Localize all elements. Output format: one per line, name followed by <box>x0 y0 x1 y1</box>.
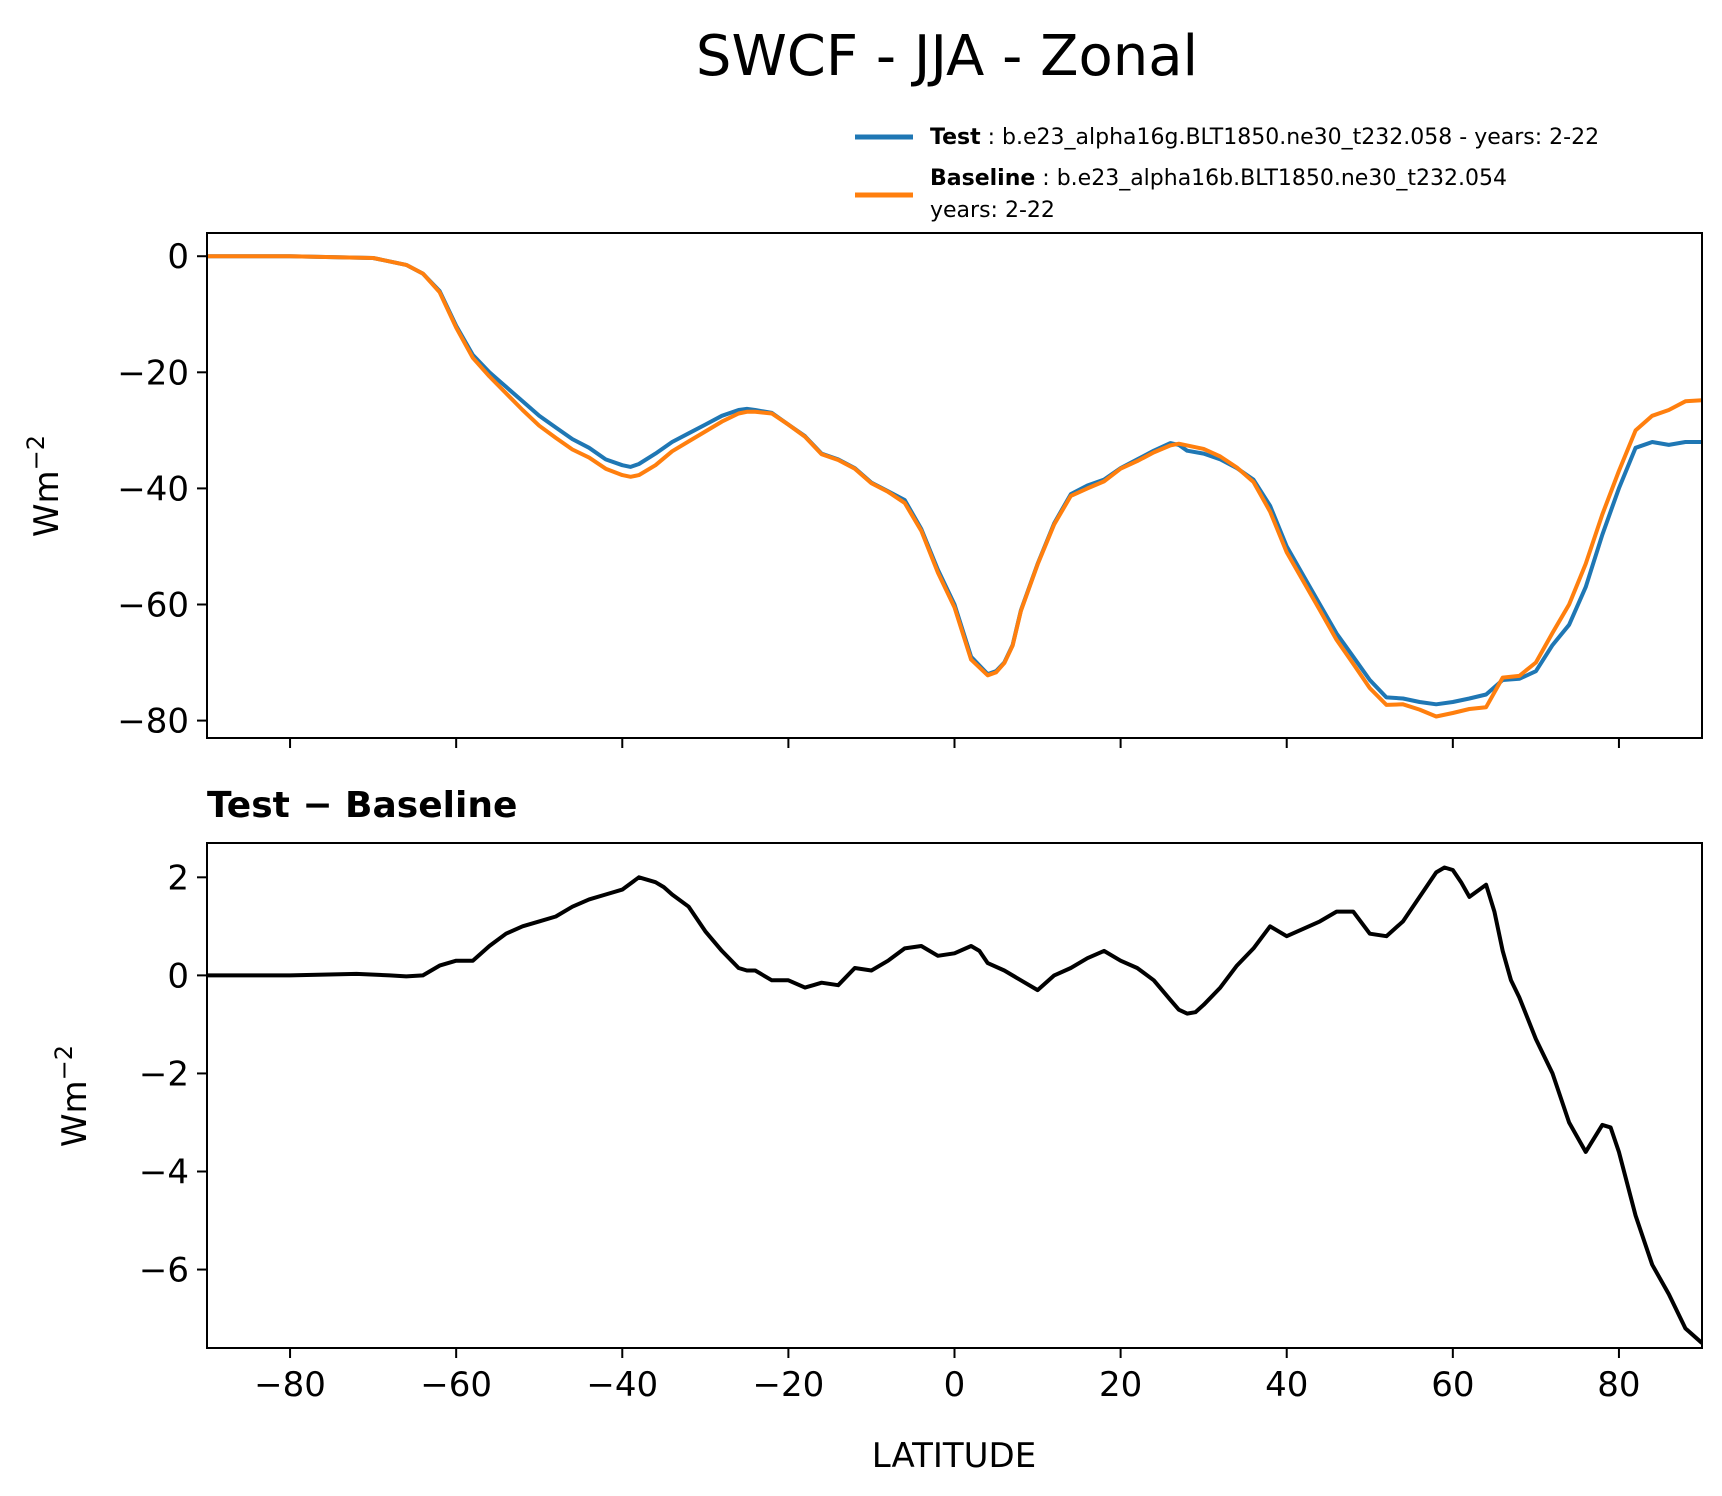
top-series-test <box>207 254 1702 707</box>
bottom-ytick-label: −2 <box>139 1054 189 1094</box>
top-ytick-label: −40 <box>117 469 189 509</box>
bottom-y-axis: 2 0 −2 −4 −6 <box>139 858 207 1291</box>
legend-entry-test: Test : b.e23_alpha16g.BLT1850.ne30_t232.… <box>930 125 1599 150</box>
difference-subtitle: Test − Baseline <box>207 785 517 826</box>
bottom-ytick-label: 0 <box>167 956 189 996</box>
bottom-xtick-label: 60 <box>1431 1365 1474 1405</box>
bottom-ylabel: Wm−2 <box>50 1045 95 1147</box>
bottom-xtick-label: 40 <box>1265 1365 1308 1405</box>
top-axes-frame <box>206 232 1703 739</box>
legend-baseline-years: years: 2-22 <box>930 198 1055 223</box>
chart-title: SWCF - JJA - Zonal <box>696 24 1198 89</box>
top-ylabel-exponent: −2 <box>22 435 50 470</box>
legend-baseline-sep: : <box>1035 166 1056 191</box>
legend-test-sep: : <box>981 125 1002 150</box>
bottom-xtick-label: 0 <box>944 1365 966 1405</box>
bottom-ytick-label: −4 <box>139 1152 189 1192</box>
bottom-xtick-label: −40 <box>586 1365 658 1405</box>
top-series-baseline <box>207 254 1702 719</box>
bottom-xtick-label: 80 <box>1597 1365 1640 1405</box>
top-ytick-label: −60 <box>117 585 189 625</box>
top-y-axis: 0 −20 −40 −60 −80 <box>117 237 207 742</box>
top-panel: 0 −20 −40 −60 −80 Wm−2 <box>22 232 1703 748</box>
legend-test-desc: b.e23_alpha16g.BLT1850.ne30_t232.058 - y… <box>1002 125 1599 150</box>
top-ylabel: Wm−2 <box>22 435 67 537</box>
bottom-xtick-label: −80 <box>254 1365 326 1405</box>
bottom-xtick-label: 20 <box>1099 1365 1142 1405</box>
bottom-plot-area <box>207 865 1702 1345</box>
bottom-ylabel-unit: Wm <box>55 1080 95 1147</box>
bottom-xlabel: LATITUDE <box>872 1436 1036 1476</box>
legend-baseline-name: Baseline <box>930 166 1035 191</box>
legend: Test : b.e23_alpha16g.BLT1850.ne30_t232.… <box>855 125 1599 223</box>
top-ytick-label: −80 <box>117 702 189 742</box>
legend-test-name: Test <box>930 125 981 150</box>
top-x-axis <box>289 738 1620 748</box>
bottom-series-test-baseline <box>207 865 1702 1345</box>
bottom-axes-frame <box>206 842 1703 1349</box>
top-ytick-label: −20 <box>117 353 189 393</box>
bottom-panel: 20−2−4−6 −80 −60 −40 −20 0 20 40 60 80 Wm−2 LATI… <box>50 842 1703 1476</box>
top-ylabel-unit: Wm <box>27 470 67 537</box>
top-plot-area <box>207 254 1702 719</box>
bottom-xtick-label: −60 <box>420 1365 492 1405</box>
bottom-ytick-label: −6 <box>139 1251 189 1291</box>
bottom-ylabel-exponent: −2 <box>50 1045 78 1080</box>
bottom-ytick-label: 2 <box>167 858 189 898</box>
legend-baseline-desc: b.e23_alpha16b.BLT1850.ne30_t232.054 <box>1057 166 1507 191</box>
legend-entry-baseline: Baseline : b.e23_alpha16b.BLT1850.ne30_t… <box>930 166 1507 191</box>
bottom-xtick-label: −20 <box>753 1365 825 1405</box>
top-ytick-label: 0 <box>167 237 189 277</box>
bottom-x-axis: −80 −60 −40 −20 0 20 40 60 80 <box>254 1348 1641 1405</box>
